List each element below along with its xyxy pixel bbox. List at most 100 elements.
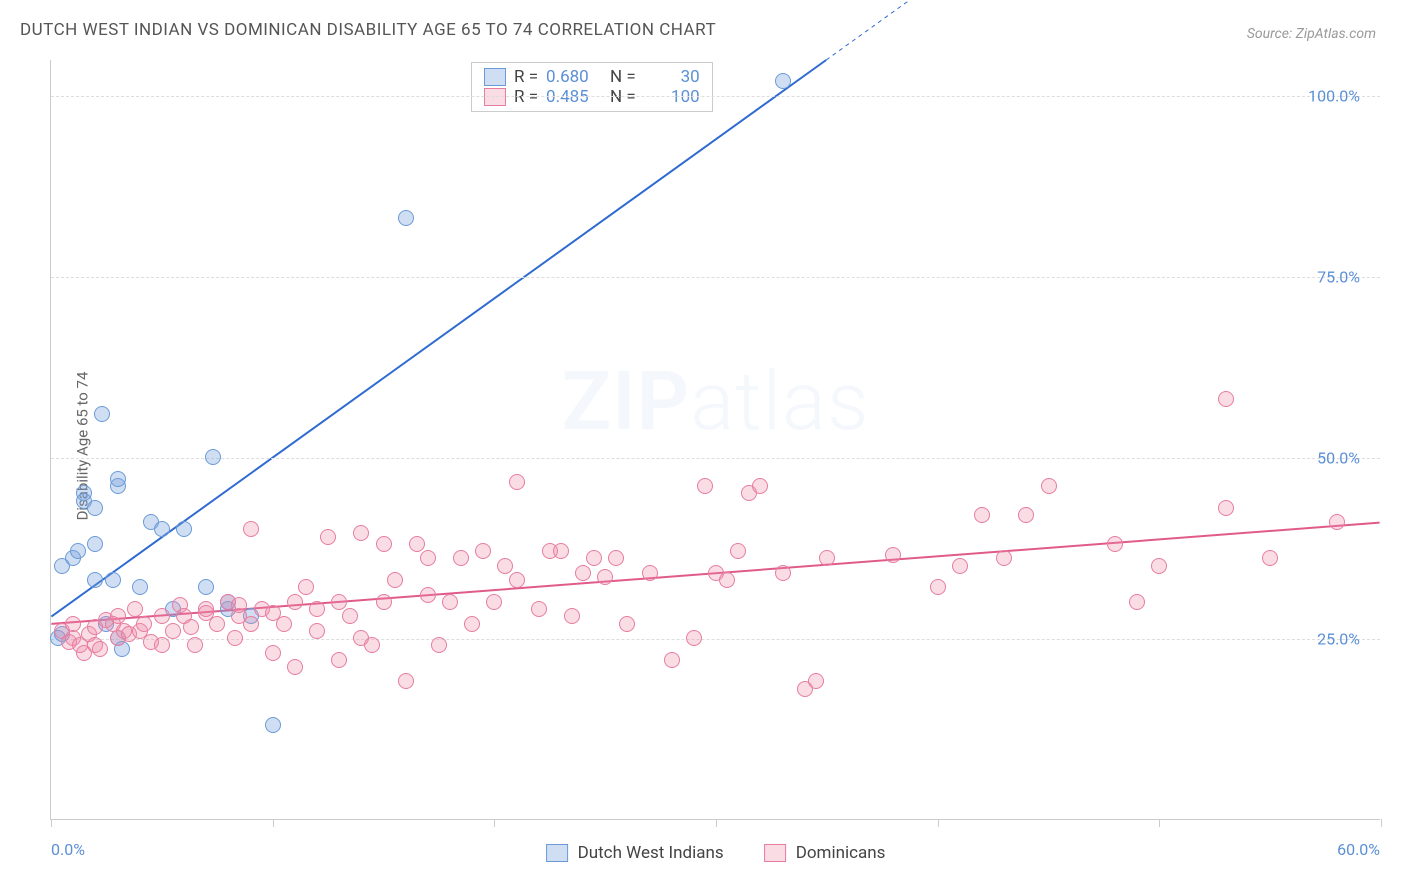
scatter-point-series-b — [398, 673, 414, 689]
gridline-horizontal — [51, 96, 1380, 97]
scatter-point-series-b — [231, 597, 247, 613]
scatter-point-series-b — [387, 572, 403, 588]
scatter-point-series-b — [885, 547, 901, 563]
scatter-point-series-a — [87, 572, 103, 588]
scatter-point-series-a — [265, 717, 281, 733]
y-tick-label: 100.0% — [1308, 87, 1360, 106]
scatter-point-series-b — [608, 550, 624, 566]
scatter-point-series-a — [398, 210, 414, 226]
scatter-point-series-b — [376, 536, 392, 552]
scatter-point-series-b — [331, 652, 347, 668]
scatter-point-series-b — [686, 630, 702, 646]
scatter-point-series-b — [453, 550, 469, 566]
scatter-point-series-b — [642, 565, 658, 581]
scatter-point-series-a — [176, 521, 192, 537]
scatter-point-series-b — [597, 569, 613, 585]
scatter-point-series-a — [105, 572, 121, 588]
scatter-point-series-b — [930, 579, 946, 595]
scatter-point-series-b — [486, 594, 502, 610]
trend-lines-svg — [51, 60, 1380, 819]
scatter-point-series-b — [1218, 500, 1234, 516]
scatter-point-series-b — [1151, 558, 1167, 574]
scatter-point-series-b — [431, 637, 447, 653]
scatter-point-series-b — [509, 474, 525, 490]
scatter-point-series-b — [1329, 514, 1345, 530]
scatter-point-series-b — [464, 616, 480, 632]
scatter-point-series-b — [808, 673, 824, 689]
legend-series-item: Dominicans — [764, 843, 886, 863]
scatter-point-series-b — [730, 543, 746, 559]
legend-swatch — [764, 844, 786, 862]
scatter-point-series-a — [94, 406, 110, 422]
scatter-point-series-b — [209, 616, 225, 632]
scatter-point-series-a — [154, 521, 170, 537]
scatter-point-series-b — [65, 616, 81, 632]
scatter-point-series-b — [353, 525, 369, 541]
scatter-point-series-b — [575, 565, 591, 581]
x-tick-label-min: 0.0% — [51, 840, 85, 859]
legend-r-label: R = — [514, 67, 538, 87]
scatter-point-series-b — [320, 529, 336, 545]
legend-swatch — [546, 844, 568, 862]
x-tick — [494, 819, 495, 827]
chart-title: DUTCH WEST INDIAN VS DOMINICAN DISABILIT… — [20, 20, 716, 40]
scatter-point-series-a — [132, 579, 148, 595]
x-tick — [1159, 819, 1160, 827]
scatter-point-series-b — [298, 579, 314, 595]
scatter-point-series-b — [531, 601, 547, 617]
scatter-point-series-b — [136, 616, 152, 632]
scatter-point-series-b — [1129, 594, 1145, 610]
scatter-point-series-b — [819, 550, 835, 566]
scatter-point-series-b — [227, 630, 243, 646]
legend-series-item: Dutch West Indians — [546, 843, 724, 863]
scatter-point-series-b — [154, 608, 170, 624]
scatter-point-series-a — [70, 543, 86, 559]
scatter-point-series-b — [509, 572, 525, 588]
scatter-point-series-b — [287, 659, 303, 675]
scatter-point-series-b — [420, 587, 436, 603]
scatter-point-series-b — [198, 601, 214, 617]
gridline-horizontal — [51, 277, 1380, 278]
legend-n-label: N = — [610, 67, 636, 87]
scatter-point-series-b — [265, 645, 281, 661]
x-tick — [51, 819, 52, 827]
scatter-point-series-a — [87, 536, 103, 552]
plot-area: ZIPatlas R =0.680N =30R =0.485N =100 Dut… — [50, 60, 1380, 820]
scatter-point-series-b — [364, 637, 380, 653]
chart-container: DUTCH WEST INDIAN VS DOMINICAN DISABILIT… — [0, 0, 1406, 892]
scatter-point-series-b — [420, 550, 436, 566]
scatter-point-series-a — [775, 73, 791, 89]
x-tick — [1381, 819, 1382, 827]
x-tick-label-max: 60.0% — [1337, 840, 1380, 859]
scatter-point-series-b — [974, 507, 990, 523]
scatter-point-series-b — [154, 637, 170, 653]
scatter-point-series-b — [331, 594, 347, 610]
scatter-point-series-b — [1107, 536, 1123, 552]
scatter-point-series-b — [1018, 507, 1034, 523]
scatter-point-series-b — [287, 594, 303, 610]
scatter-point-series-b — [342, 608, 358, 624]
scatter-point-series-b — [243, 616, 259, 632]
scatter-point-series-b — [442, 594, 458, 610]
scatter-point-series-b — [996, 550, 1012, 566]
scatter-point-series-a — [198, 579, 214, 595]
scatter-point-series-b — [127, 601, 143, 617]
scatter-point-series-b — [1218, 391, 1234, 407]
legend-series: Dutch West Indians Dominicans — [546, 843, 886, 863]
scatter-point-series-b — [664, 652, 680, 668]
scatter-point-series-b — [1262, 550, 1278, 566]
scatter-point-series-b — [586, 550, 602, 566]
scatter-point-series-b — [553, 543, 569, 559]
scatter-point-series-a — [110, 471, 126, 487]
y-tick-label: 25.0% — [1317, 630, 1360, 649]
scatter-point-series-b — [497, 558, 513, 574]
scatter-point-series-b — [719, 572, 735, 588]
scatter-point-series-b — [243, 521, 259, 537]
scatter-point-series-b — [564, 608, 580, 624]
scatter-point-series-b — [187, 637, 203, 653]
y-tick-label: 75.0% — [1317, 268, 1360, 287]
scatter-point-series-b — [376, 594, 392, 610]
scatter-point-series-b — [165, 623, 181, 639]
scatter-point-series-b — [1041, 478, 1057, 494]
scatter-point-series-b — [309, 623, 325, 639]
